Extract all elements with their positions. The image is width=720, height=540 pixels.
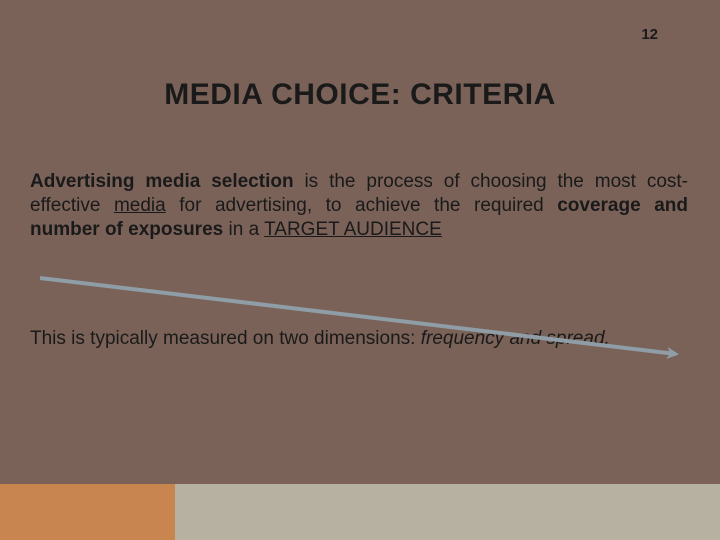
body-text: Advertising media selection is the proce… [30,170,688,351]
p2-seg1: This is typically measured on two dimens… [30,328,421,349]
slide: 12 MEDIA CHOICE: CRITERIA Advertising me… [0,0,720,540]
p2-emph: frequency and spread. [421,328,610,349]
footer-bar [0,484,720,540]
page-number: 12 [641,26,658,43]
footer-accent-right [175,484,720,540]
paragraph-1: Advertising media selection is the proce… [30,170,688,241]
target-underlined: TARGET AUDIENCE [264,219,442,240]
paragraph-2: This is typically measured on two dimens… [30,327,688,351]
lead-bold: Advertising media selection [30,171,294,192]
footer-accent-left [0,484,175,540]
p1-seg2: for advertising, to achieve the required [166,195,558,216]
slide-title: MEDIA CHOICE: CRITERIA [0,78,720,112]
media-underlined: media [114,195,166,216]
p1-seg3: in a [223,219,264,240]
